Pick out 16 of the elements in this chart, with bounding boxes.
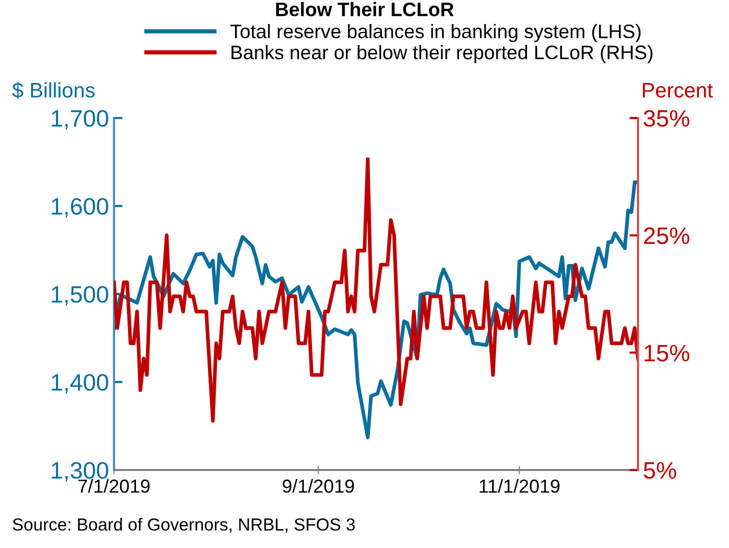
source-note: Source: Board of Governors, NRBL, SFOS 3	[12, 518, 355, 533]
x-tick-label: 9/1/2019	[282, 479, 354, 493]
y-tick-label: 1,600	[52, 198, 108, 218]
legend-label: Total reserve balances in banking system (LHS)	[230, 24, 641, 42]
y2-tick-label: 35%	[644, 110, 690, 127]
legend-label: Banks near or below their reported LCLoR (RHS)	[232, 45, 652, 64]
chart-title: Below Their LCLoR	[276, 2, 454, 16]
y-tick-label: 1,700	[52, 110, 108, 130]
y-tick-label: 1,500	[52, 286, 108, 306]
y-tick-label: 1,400	[52, 374, 108, 394]
y2-tick-label: 5%	[644, 462, 676, 479]
y2-tick-label: 15%	[644, 344, 690, 362]
y2-tick-label: 25%	[644, 227, 690, 244]
y2-axis-title: Percent	[642, 83, 713, 98]
y-axis-title: $ Billions	[12, 82, 95, 99]
x-tick-label: 11/1/2019	[480, 479, 560, 493]
